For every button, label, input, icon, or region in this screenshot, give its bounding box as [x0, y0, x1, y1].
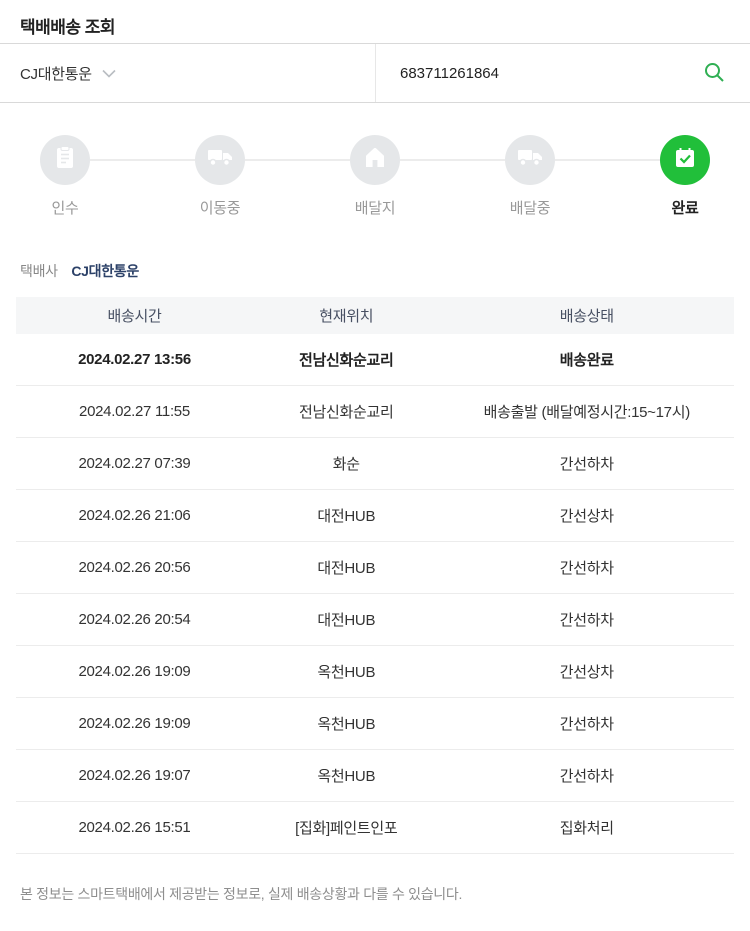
cell-time: 2024.02.26 21:06 [78, 507, 191, 524]
cell-status: 배송완료 [559, 352, 614, 369]
cell-time: 2024.02.27 07:39 [78, 455, 191, 472]
table-row: 2024.02.27 11:55 전남신화순교리 배송출발 (배달예정시간:15… [16, 386, 734, 438]
cell-location: 전남신화순교리 [299, 352, 394, 369]
page-title: 택배배송 조회 [20, 18, 116, 37]
table-row: 2024.02.26 19:09 옥천HUB 간선상차 [16, 646, 734, 698]
progress-connector [555, 159, 660, 161]
receipt-icon [55, 145, 75, 175]
courier-label: 택배사 [20, 263, 58, 279]
table-row: 2024.02.26 19:09 옥천HUB 간선하차 [16, 698, 734, 750]
header-status: 배송상태 [559, 308, 614, 325]
table-row: 2024.02.27 13:56 전남신화순교리 배송완료 [16, 334, 734, 386]
cell-status: 배송출발 (배달예정시간:15~17시) [483, 404, 691, 421]
cell-time: 2024.02.26 15:51 [78, 819, 191, 836]
step-in-transit-circle [195, 135, 245, 185]
cell-status: 간선하차 [559, 612, 614, 629]
header-time: 배송시간 [107, 308, 162, 325]
step-in-transit-label: 이동중 [199, 200, 241, 217]
courier-name-link[interactable]: CJ대한통운 [71, 263, 139, 279]
step-delivering-label: 배달중 [509, 200, 551, 217]
step-complete-circle [660, 135, 710, 185]
tracking-search-area [376, 44, 750, 102]
cell-time: 2024.02.27 11:55 [79, 403, 190, 420]
header-location: 현재위치 [319, 308, 374, 325]
step-destination-circle [350, 135, 400, 185]
table-row: 2024.02.26 21:06 대전HUB 간선상차 [16, 490, 734, 542]
cell-location: 대전HUB [317, 508, 376, 525]
cell-location: 전남신화순교리 [299, 404, 394, 421]
check-clipboard-icon [674, 147, 696, 174]
tracking-number-input[interactable] [400, 64, 698, 82]
cell-status: 간선하차 [559, 716, 614, 733]
step-in-transit: 이동중 [195, 135, 245, 217]
cell-time: 2024.02.27 13:56 [78, 351, 191, 368]
step-pickup-circle [40, 135, 90, 185]
step-complete: 완료 [660, 135, 710, 217]
cell-location: 옥천HUB [317, 768, 376, 785]
truck-icon [517, 148, 543, 173]
disclaimer-text: 본 정보는 스마트택배에서 제공받는 정보로, 실제 배송상황과 다를 수 있습… [20, 886, 463, 902]
search-bar: CJ대한통운 [0, 44, 750, 103]
progress-connector [90, 159, 195, 161]
table-row: 2024.02.26 20:56 대전HUB 간선하차 [16, 542, 734, 594]
cell-location: 화순 [332, 456, 360, 473]
cell-status: 간선하차 [559, 456, 614, 473]
carrier-select[interactable]: CJ대한통운 [0, 44, 376, 102]
courier-line: 택배사 CJ대한통운 [0, 247, 750, 297]
cell-status: 간선상차 [559, 664, 614, 681]
tracking-table: 배송시간 현재위치 배송상태 2024.02.27 13:56 전남신화순교리 … [16, 297, 734, 854]
table-row: 2024.02.26 20:54 대전HUB 간선하차 [16, 594, 734, 646]
cell-location: [집화]페인트인포 [295, 820, 398, 837]
page-header: 택배배송 조회 [0, 0, 750, 44]
cell-time: 2024.02.26 20:54 [78, 611, 191, 628]
carrier-select-value: CJ대한통운 [20, 65, 92, 83]
cell-status: 간선하차 [559, 560, 614, 577]
step-destination-label: 배달지 [354, 200, 396, 217]
table-row: 2024.02.26 15:51 [집화]페인트인포 집화처리 [16, 802, 734, 854]
step-pickup-label: 인수 [51, 200, 79, 217]
table-row: 2024.02.27 07:39 화순 간선하차 [16, 438, 734, 490]
cell-location: 옥천HUB [317, 716, 376, 733]
step-delivering-circle [505, 135, 555, 185]
table-header-row: 배송시간 현재위치 배송상태 [16, 297, 734, 334]
step-destination: 배달지 [350, 135, 400, 217]
step-delivering: 배달중 [505, 135, 555, 217]
progress-connector [400, 159, 505, 161]
cell-location: 옥천HUB [317, 664, 376, 681]
cell-time: 2024.02.26 19:09 [78, 663, 191, 680]
cell-time: 2024.02.26 19:09 [78, 715, 191, 732]
step-pickup: 인수 [40, 135, 90, 217]
delivery-progress: 인수 이동중 배달지 배달중 [0, 103, 750, 247]
cell-status: 집화처리 [559, 820, 614, 837]
truck-icon [207, 148, 233, 173]
home-icon [364, 147, 386, 174]
cell-status: 간선하차 [559, 768, 614, 785]
cell-time: 2024.02.26 20:56 [78, 559, 191, 576]
table-row: 2024.02.26 19:07 옥천HUB 간선하차 [16, 750, 734, 802]
chevron-down-icon [102, 69, 116, 78]
cell-location: 대전HUB [317, 612, 376, 629]
cell-time: 2024.02.26 19:07 [78, 767, 191, 784]
cell-status: 간선상차 [559, 508, 614, 525]
search-button[interactable] [698, 56, 730, 91]
progress-connector [245, 159, 350, 161]
step-complete-label: 완료 [671, 200, 699, 217]
cell-location: 대전HUB [317, 560, 376, 577]
search-icon [702, 60, 726, 87]
